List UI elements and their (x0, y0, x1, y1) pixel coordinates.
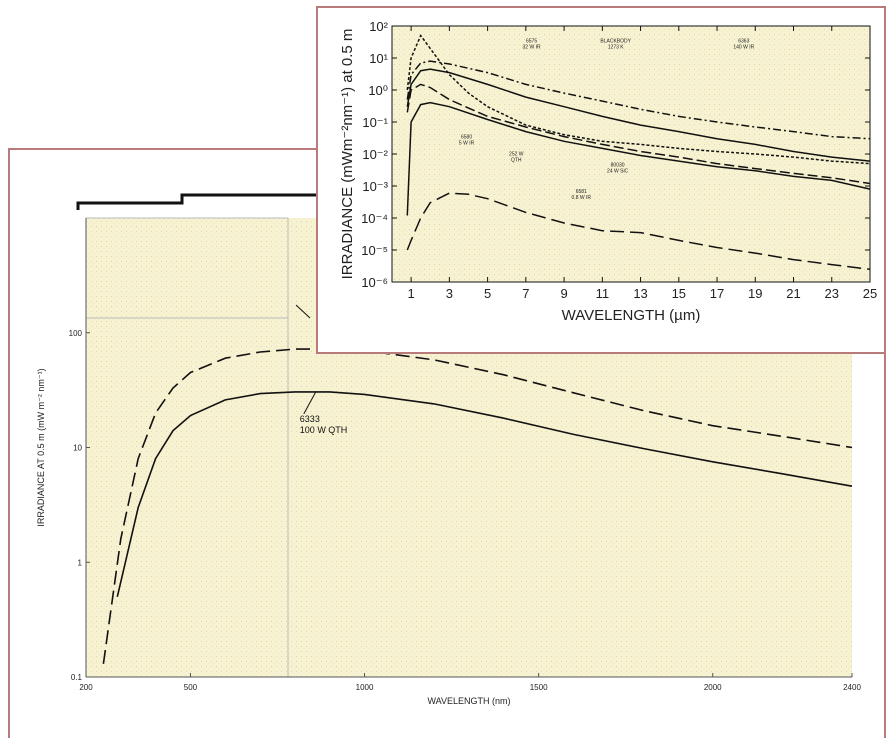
annotation-text: 6363 (738, 39, 749, 45)
x-tick-label: 21 (786, 286, 800, 301)
y-axis-title: IRRADIANCE (mWm⁻²nm⁻¹) at 0.5 m (339, 29, 356, 280)
series-line (406, 60, 871, 140)
annotation-leader (295, 304, 311, 319)
series-line (406, 68, 871, 162)
y-tick-label: 10² (369, 19, 388, 34)
x-tick-label: 2400 (843, 683, 861, 692)
x-tick-label: 17 (710, 286, 724, 301)
annotation-text: QTH (511, 157, 522, 163)
x-tick-label: 5 (484, 286, 491, 301)
y-tick-label: 10 (73, 444, 82, 453)
annotation-text: 6333 (300, 414, 320, 424)
x-tick-label: 3 (446, 286, 453, 301)
annotation-text: 1273 K (608, 45, 625, 51)
x-tick-label: 11 (596, 286, 610, 301)
y-tick-label: 10⁻² (362, 147, 388, 162)
y-tick-label: 10⁻¹ (362, 115, 388, 130)
x-tick-label: 1000 (356, 683, 374, 692)
y-tick-label: 10⁰ (368, 83, 388, 98)
x-tick-label: 200 (79, 683, 93, 692)
x-tick-label: 13 (633, 286, 647, 301)
x-tick-label: 25 (863, 286, 877, 301)
series-line (406, 192, 871, 271)
y-tick-label: 0.1 (71, 673, 83, 682)
annotation-text: 0.8 W IR (572, 195, 592, 201)
x-tick-label: 1500 (530, 683, 548, 692)
annotation-text: 252 W (509, 151, 524, 157)
x-tick-label: 1 (408, 286, 415, 301)
annotation-text: 32 W IR (523, 45, 541, 51)
series-line (406, 83, 871, 185)
x-tick-label: 7 (522, 286, 529, 301)
x-tick-label: 500 (184, 683, 198, 692)
annotation-text: 100 W QTH (300, 425, 348, 435)
x-tick-label: 23 (825, 286, 839, 301)
series-line (406, 34, 871, 165)
annotation-text: 24 W SiC (607, 169, 629, 175)
x-tick-label: 15 (672, 286, 686, 301)
annotation-text: BLACKBODY (600, 39, 631, 45)
inset-chart: 1 3 5 7 9 11 13 15 17 19 21 23 2510⁻⁶10⁻⁵10⁻⁴10⁻³10⁻… (339, 19, 877, 324)
series-line (406, 101, 871, 216)
annotation-text: 6575 (526, 39, 537, 45)
x-tick-label: 2000 (704, 683, 722, 692)
x-tick-label: 9 (560, 286, 567, 301)
bracket-line (76, 193, 320, 210)
y-axis-title: IRRADIANCE AT 0.5 m (mW m⁻² nm⁻¹) (36, 368, 46, 526)
x-axis-title: WAVELENGTH (µm) (562, 307, 701, 324)
annotation-text: 80030 (611, 163, 625, 169)
y-tick-label: 10⁻⁴ (361, 211, 388, 226)
x-axis-title: WAVELENGTH (nm) (427, 696, 510, 706)
annotation-text: 6580 (461, 135, 472, 141)
annotation-leader (303, 391, 317, 415)
series-line (102, 348, 853, 665)
y-tick-label: 10¹ (369, 51, 388, 66)
inset-chart-panel: 1 3 5 7 9 11 13 15 17 19 21 23 25 10⁻⁶ 10⁻⁵ 10⁻⁴ 10⁻³ 10⁻… (316, 6, 886, 354)
annotation-text: 5 W IR (459, 141, 475, 147)
series-line (116, 391, 853, 597)
annotation-text: 140 W IR (733, 45, 754, 51)
y-tick-label: 1 (78, 558, 83, 567)
y-tick-label: 10⁻³ (362, 179, 388, 194)
y-tick-label: 10⁻⁵ (361, 243, 388, 258)
annotation-text: 6581 (576, 189, 587, 195)
x-tick-label: 19 (748, 286, 762, 301)
y-tick-label: 100 (69, 329, 83, 338)
y-tick-label: 10⁻⁶ (361, 275, 388, 290)
